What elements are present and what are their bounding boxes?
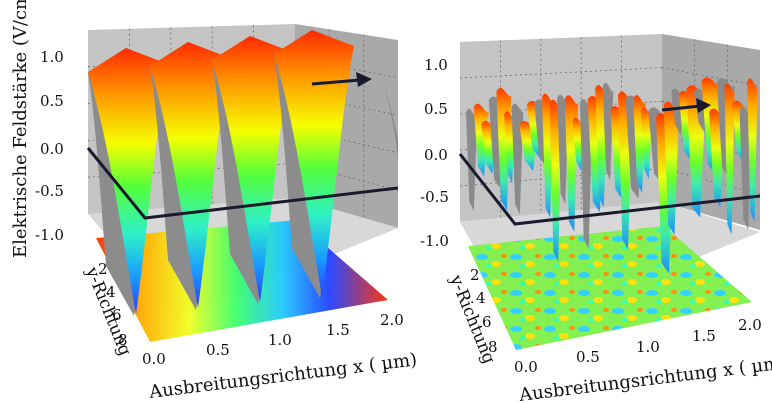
right-xtick: 1.5 [692,327,716,345]
surface-peak [602,82,614,181]
right-xtick: 1.0 [636,338,660,356]
right-ztick: 0.0 [424,146,448,164]
wave-crest [150,42,230,308]
left-xtick: 0.0 [142,350,166,368]
left-xtick: 0.5 [206,341,230,359]
right-ytick: 4 [476,289,486,307]
right-xtick: 0.0 [514,358,538,376]
wave-crest [274,30,354,296]
right-direction-arrow [661,104,701,112]
left-xtick: 1.5 [326,321,350,339]
left-panel: 1.0 0.5 0.0 -0.5 -1.0 2 4 6 8 0.0 0.5 1.… [10,0,418,403]
wave-crest [212,36,292,302]
grid-line [661,168,761,195]
left-x-axis-title: Ausbreitungsrichtung x ( µm) [147,349,418,403]
left-xtick: 2.0 [380,311,404,329]
grid-line [459,67,663,79]
right-ztick: -1.0 [420,232,449,250]
right-ztick: -0.5 [420,188,449,206]
left-ytick: 6 [112,306,122,324]
right-ztick: 1.0 [424,56,448,74]
left-ytick: 4 [106,283,116,301]
surface-peak [580,99,593,249]
left-direction-arrow [311,78,361,86]
left-ztick: 1.0 [40,48,64,66]
left-arrow-head [356,72,372,87]
right-frame-line [458,153,761,226]
left-ytick: 2 [98,260,108,278]
surface-peak [640,106,653,179]
left-ztick: 0.0 [40,140,64,158]
surface-peak [747,78,758,222]
wave-crest [88,48,168,314]
left-ytick: 8 [118,331,128,349]
surface-peak [466,108,478,212]
left-ztick: -0.5 [35,182,64,200]
grid-line [661,67,761,87]
right-ytick: 6 [482,313,492,331]
right-ztick: 0.5 [424,100,448,118]
right-arrow-head [696,98,711,113]
left-frame-line [86,147,399,220]
left-z-axis-title: Elektrische Feldstärke (V/cm) [10,0,31,258]
right-floor-pattern [468,226,752,350]
left-xtick: 1.0 [268,331,292,349]
right-panel: 1.0 0.5 0.0 -0.5 -1.0 2 4 6 8 0.0 0.5 1.… [420,34,772,403]
surface-peak [663,101,680,235]
right-ytick: 2 [470,266,480,284]
right-xtick: 2.0 [738,316,762,334]
right-ytick: 8 [488,338,498,356]
left-wave-surface [88,30,398,316]
left-ztick: -1.0 [35,226,64,244]
right-x-axis-title: Ausbreitungsrichtung x ( µm) [517,352,772,403]
surface-peak [724,83,735,235]
right-xtick: 0.5 [576,348,600,366]
left-ztick: 0.5 [40,92,64,110]
